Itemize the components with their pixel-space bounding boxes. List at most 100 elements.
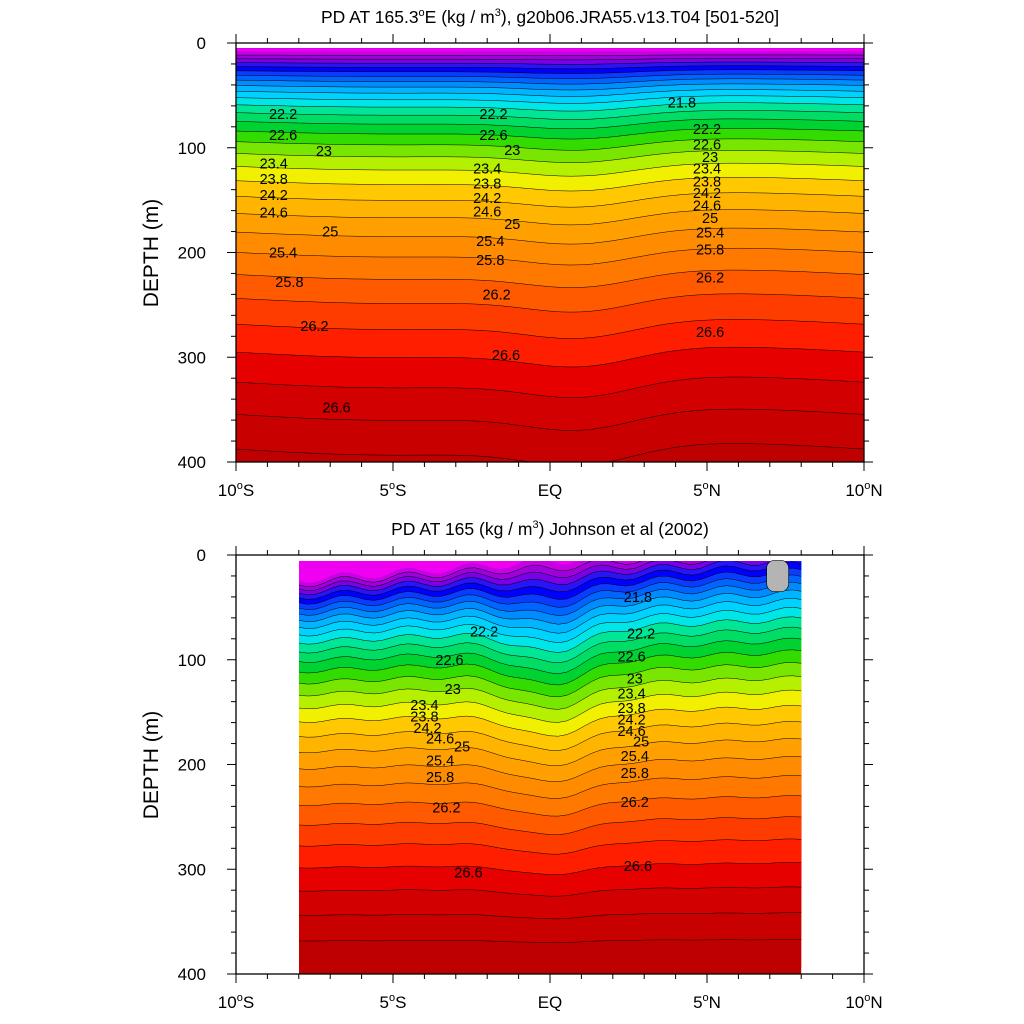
contour-label: 22.2 [479,107,507,123]
contour-line [299,561,708,591]
y-axis-label: DEPTH (m) [140,711,163,820]
y-tick-label: 300 [178,860,206,879]
contour-line [236,89,864,97]
contour-label: 24.6 [260,206,288,222]
contour-line [236,128,864,140]
y-tick-label: 200 [178,244,206,263]
contour-line [299,561,802,600]
contour-line [299,775,802,799]
contour-label: 26.2 [482,287,510,303]
contour-line [236,319,864,339]
x-tick-label: 5oS [380,992,407,1012]
contour-line [299,939,802,943]
contour-line [299,616,802,653]
contour-line [299,738,802,767]
contour-line [299,574,802,610]
contour-line [299,689,802,723]
contour-label: 23.4 [693,162,721,178]
contour-label: 22.2 [627,627,655,643]
contour-label: 21.8 [668,96,696,112]
contour-line [236,443,864,462]
contour-label: 22.6 [435,653,463,669]
contour-label: 23.4 [410,698,438,714]
contour-label: 23 [445,682,461,698]
contour-labels-model: 22.222.62323.423.824.224.62525.425.826.2… [260,96,725,417]
contour-line [236,58,864,61]
contour-line [236,376,864,398]
contour-label: 23 [627,672,643,688]
contour-label: 26.6 [322,401,350,417]
x-tick-label: 5oN [693,992,721,1012]
contour-label: 25.4 [696,226,724,242]
y-tick-label: 0 [197,546,206,565]
y-tick-label: 400 [178,965,206,984]
contour-label: 25.4 [621,749,649,765]
contour-labels-observed: 21.822.2 22.222.6 22.6232323.423.423.823.8… [410,590,655,882]
contour-line [299,862,802,875]
contour-line [236,69,864,74]
contour-line [299,637,802,674]
contour-label: 25.8 [426,770,454,786]
contour-line [236,110,864,120]
contour-line [299,581,802,616]
contour-label: 21.8 [624,590,652,606]
contour-label: 23.8 [617,701,645,717]
contour-line [236,162,864,177]
contour-line [236,102,864,112]
contour-label: 24.2 [617,713,645,729]
contour-line [299,721,802,751]
y-axis: 0 100 200 300 400 [178,546,873,984]
contour-line [236,150,864,163]
x-tick-label: EQ [538,481,563,500]
panel-title: PD AT 165.3oE (kg / m3), g20b06.JRA55.v1… [321,7,779,27]
contour-band [299,561,580,583]
contour-label: 25 [454,740,470,756]
contour-label: 24.2 [693,186,721,202]
contour-label: 22.6 [617,650,645,666]
contour-band [236,48,864,52]
contour-label: 25.8 [476,253,504,269]
y-axis: 0 100 200 300 400 [178,34,873,472]
contour-line [299,795,802,817]
x-tick-label: 10oS [218,992,254,1012]
y-tick-label: 400 [178,453,206,472]
contour-label: 26.6 [624,859,652,875]
contour-label: 24.6 [426,731,454,747]
contour-label: 25 [322,225,338,241]
x-axis: 10oS 5oS EQ 5oN 10oN [218,546,883,1012]
panel-model: PD AT 165.3oE (kg / m3), g20b06.JRA55.v1… [140,7,883,500]
contour-line [236,227,864,245]
contour-label: 23.4 [473,162,501,178]
contour-label: 25 [702,211,718,227]
x-axis: 10oS 5oS EQ 5oN 10oN [218,34,883,500]
x-tick-label: EQ [538,993,563,1012]
contour-label: 23.8 [473,176,501,192]
panel-observed: PD AT 165 (kg / m3) Johnson et al (2002)… [140,519,883,1012]
missing-data-patch [766,559,789,592]
contour-label: 26.6 [454,865,482,881]
contour-line [299,756,802,782]
contour-line [299,626,802,664]
contour-label: 22.6 [269,128,297,144]
contour-label: 23.4 [617,686,645,702]
contour-label: 22.6 [693,138,721,154]
contour-label: 25 [633,735,649,751]
x-tick-label: 5oN [693,480,721,500]
contour-label: 25.4 [476,234,504,250]
contour-label: 23.8 [693,174,721,190]
contour-label: 22.2 [470,625,498,641]
contour-line [236,247,864,266]
contour-fill-model [236,48,864,462]
contour-label: 24.2 [413,721,441,737]
contour-label: 22.2 [269,107,297,123]
contour-label: 25.4 [269,246,297,262]
contour-label: 26.6 [492,348,520,364]
contour-label: 25.8 [621,766,649,782]
contour-line [299,589,802,625]
contour-label: 23 [702,150,718,166]
contour-label: 25 [504,217,520,233]
contour-label: 26.2 [621,795,649,811]
y-tick-label: 200 [178,756,206,775]
contour-line [236,118,864,130]
